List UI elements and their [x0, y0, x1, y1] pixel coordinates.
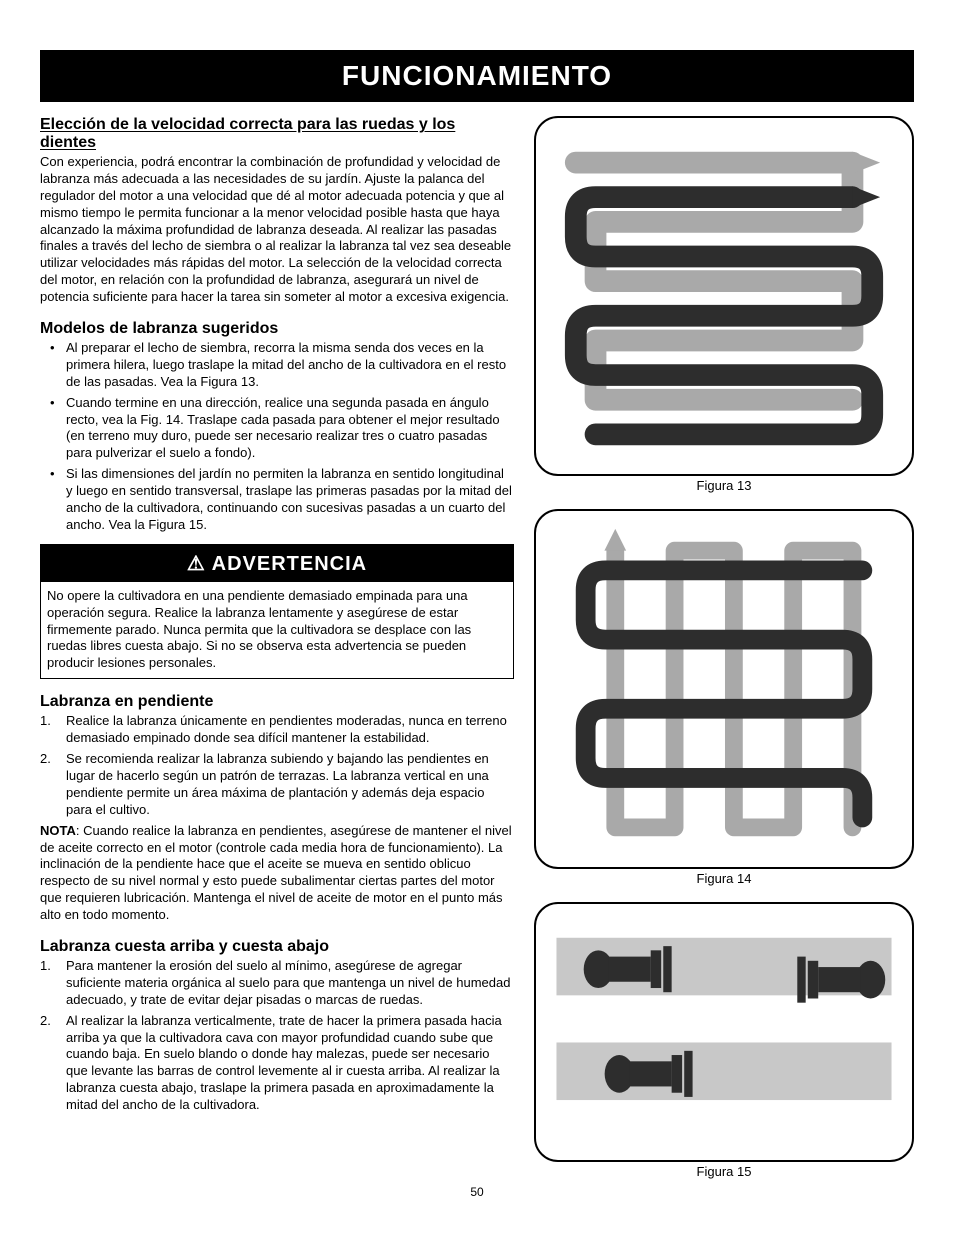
- list-item: Al preparar el lecho de siembra, recorra…: [40, 340, 514, 391]
- page-content: Elección de la velocidad correcta para l…: [40, 116, 914, 1179]
- figure-14-box: [534, 509, 914, 869]
- figure-15-svg: [546, 914, 902, 1150]
- section1-title: Elección de la velocidad correcta para l…: [40, 116, 514, 152]
- list-item: Realice la labranza únicamente en pendie…: [40, 713, 514, 747]
- section3-title: Labranza en pendiente: [40, 693, 514, 711]
- note-label: NOTA: [40, 823, 76, 838]
- figure-15-caption: Figura 15: [534, 1164, 914, 1179]
- warning-body: No opere la cultivadora en una pendiente…: [41, 582, 513, 678]
- left-column: Elección de la velocidad correcta para l…: [40, 116, 514, 1179]
- figure-14-caption: Figura 14: [534, 871, 914, 886]
- list-item: Se recomienda realizar la labranza subie…: [40, 751, 514, 819]
- list-item: Si las dimensiones del jardín no permite…: [40, 466, 514, 534]
- section2-title: Modelos de labranza sugeridos: [40, 320, 514, 338]
- page-number: 50: [40, 1185, 914, 1199]
- figure-13-svg: [546, 128, 902, 464]
- list-item: Cuando termine en una dirección, realice…: [40, 395, 514, 463]
- section3-note: NOTA: Cuando realice la labranza en pend…: [40, 823, 514, 924]
- list-item: Para mantener la erosión del suelo al mí…: [40, 958, 514, 1009]
- list-item: Al realizar la labranza verticalmente, t…: [40, 1013, 514, 1114]
- warning-title: ⚠ ADVERTENCIA: [41, 545, 513, 582]
- warning-box: ⚠ ADVERTENCIA No opere la cultivadora en…: [40, 544, 514, 679]
- section2-list: Al preparar el lecho de siembra, recorra…: [40, 340, 514, 534]
- section3-list: Realice la labranza únicamente en pendie…: [40, 713, 514, 818]
- figure-13-caption: Figura 13: [534, 478, 914, 493]
- right-column: Figura 13 Figura 14: [534, 116, 914, 1179]
- note-body: : Cuando realice la labranza en pendient…: [40, 823, 512, 922]
- section4-title: Labranza cuesta arriba y cuesta abajo: [40, 938, 514, 956]
- figure-13-box: [534, 116, 914, 476]
- section4-list: Para mantener la erosión del suelo al mí…: [40, 958, 514, 1114]
- page-banner: FUNCIONAMIENTO: [40, 50, 914, 102]
- figure-14-svg: [546, 521, 902, 857]
- section1-body: Con experiencia, podrá encontrar la comb…: [40, 154, 514, 306]
- figure-15-box: [534, 902, 914, 1162]
